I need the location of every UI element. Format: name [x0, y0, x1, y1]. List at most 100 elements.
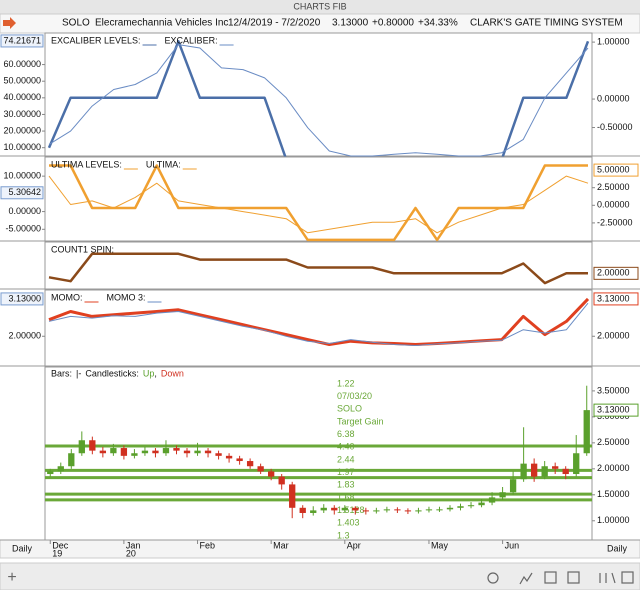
legend-label: MOMO 3: [107, 292, 146, 302]
candle-body [583, 410, 590, 454]
y2-tick-label: 2.00000 [597, 463, 630, 473]
legend-label: Candlesticks: [85, 368, 139, 378]
y2-tick-label: -0.50000 [597, 122, 633, 132]
candle-body [215, 453, 222, 456]
y2-tick-label: 2.50000 [597, 437, 630, 447]
candle-body [310, 510, 317, 513]
y-tick-label: 2.00000 [8, 331, 41, 341]
target-annotation: 1.403 [337, 518, 360, 528]
candle-body [236, 458, 243, 462]
candle-body [341, 507, 348, 511]
candle-body [289, 484, 296, 508]
series-line [48, 44, 589, 157]
library-button[interactable] [599, 572, 616, 584]
current-value-label: 3.13000 [597, 404, 630, 414]
current-value-label: 74.21671 [3, 35, 41, 45]
target-annotation: 1.5128 [337, 505, 365, 515]
candle-body [89, 440, 96, 451]
current-value-label: 3.13000 [8, 293, 41, 303]
y2-tick-label: -2.50000 [597, 217, 633, 227]
candle-body [415, 510, 422, 512]
legend-label: MOMO: [51, 292, 83, 302]
candle-body [120, 448, 128, 456]
candle-body [162, 448, 170, 454]
current-value-label: 3.13000 [597, 293, 630, 303]
candle-body [204, 450, 212, 454]
charts: 10.00000 20.00000 30.00000 40.00000 50.00000… [0, 32, 640, 558]
candle-body [68, 453, 75, 467]
y-tick-label: 30.00000 [3, 109, 41, 119]
current-value-label: 5.00000 [597, 164, 630, 174]
target-annotation: 07/03/20 [337, 391, 372, 401]
last-price: 3.13000 [332, 18, 369, 29]
candle-body [183, 450, 191, 454]
x-tick-label: Dec [52, 540, 69, 550]
candle-body [194, 450, 201, 454]
y-tick-label: 20.00000 [3, 125, 41, 135]
current-value-box [593, 403, 639, 417]
current-value-box [0, 34, 44, 48]
x-tick-label: May [431, 540, 449, 550]
year-label: 19 [52, 548, 62, 558]
candle-body [425, 509, 433, 511]
candle-body [362, 510, 369, 512]
y-tick-label: 60.00000 [3, 59, 41, 69]
y2-tick-label: 3.50000 [597, 385, 630, 395]
candle-body [131, 453, 138, 456]
x-tick-label: Apr [347, 540, 361, 550]
candle-body [509, 479, 517, 493]
settings-button[interactable] [487, 572, 499, 584]
target-annotation: Target Gain [337, 416, 384, 426]
candle-body [541, 466, 548, 477]
candle-body [268, 471, 275, 477]
candle-body [562, 468, 569, 475]
y-tick-label: 10.00000 [3, 142, 41, 152]
candle-body [552, 466, 559, 469]
target-annotation: 1.3 [337, 530, 350, 540]
target-annotation: 1.22 [337, 378, 355, 388]
add-button[interactable]: + [7, 569, 16, 586]
toolbar [0, 562, 640, 590]
legend-label: Up [143, 368, 155, 378]
draw-button[interactable] [519, 572, 533, 585]
panel-frame [44, 32, 593, 157]
candle-body [520, 463, 527, 480]
panel-frame [44, 289, 593, 367]
legend-label: COUNT1 SPIN: [51, 244, 114, 254]
candle-body [152, 450, 159, 454]
panel-button[interactable] [567, 571, 580, 584]
y2-tick-label: 2.00000 [597, 331, 630, 341]
candle-body [467, 505, 475, 507]
candle-body [331, 507, 338, 511]
candle-body [488, 497, 496, 503]
candle-body [499, 492, 506, 498]
series-line [49, 164, 588, 242]
legend-label: |- [76, 368, 81, 378]
y-tick-label: 10.00000 [3, 171, 41, 181]
time-axis [0, 539, 640, 559]
legend-label: ULTIMA LEVELS: [51, 159, 122, 169]
nav-arrow[interactable] [3, 17, 16, 29]
candle-body [436, 509, 443, 511]
x-tick-label: Feb [200, 540, 216, 550]
target-annotation: 6.38 [337, 429, 355, 439]
legend-label: , [154, 368, 157, 378]
x-tick-label: Jun [505, 540, 520, 550]
x-tick-label: Mar [273, 540, 289, 550]
window-button[interactable] [621, 571, 634, 584]
window-title: CHARTS FIB [293, 1, 346, 11]
candle-body [299, 507, 306, 513]
target-annotation: 4.40 [337, 442, 355, 452]
layout-button[interactable] [544, 571, 557, 584]
series-line [48, 302, 589, 346]
candle-body [394, 509, 401, 511]
y-tick-label: 0.00000 [8, 206, 41, 216]
candle-body [320, 507, 327, 511]
legend-label: EXCALIBER LEVELS: [51, 35, 141, 45]
target-annotation: 1.68 [337, 492, 355, 502]
y2-tick-label: 2.50000 [597, 182, 630, 192]
date-range: 12/4/2019 - 7/2/2020 [228, 18, 321, 29]
candle-body [246, 461, 254, 467]
title-bar [0, 0, 640, 14]
